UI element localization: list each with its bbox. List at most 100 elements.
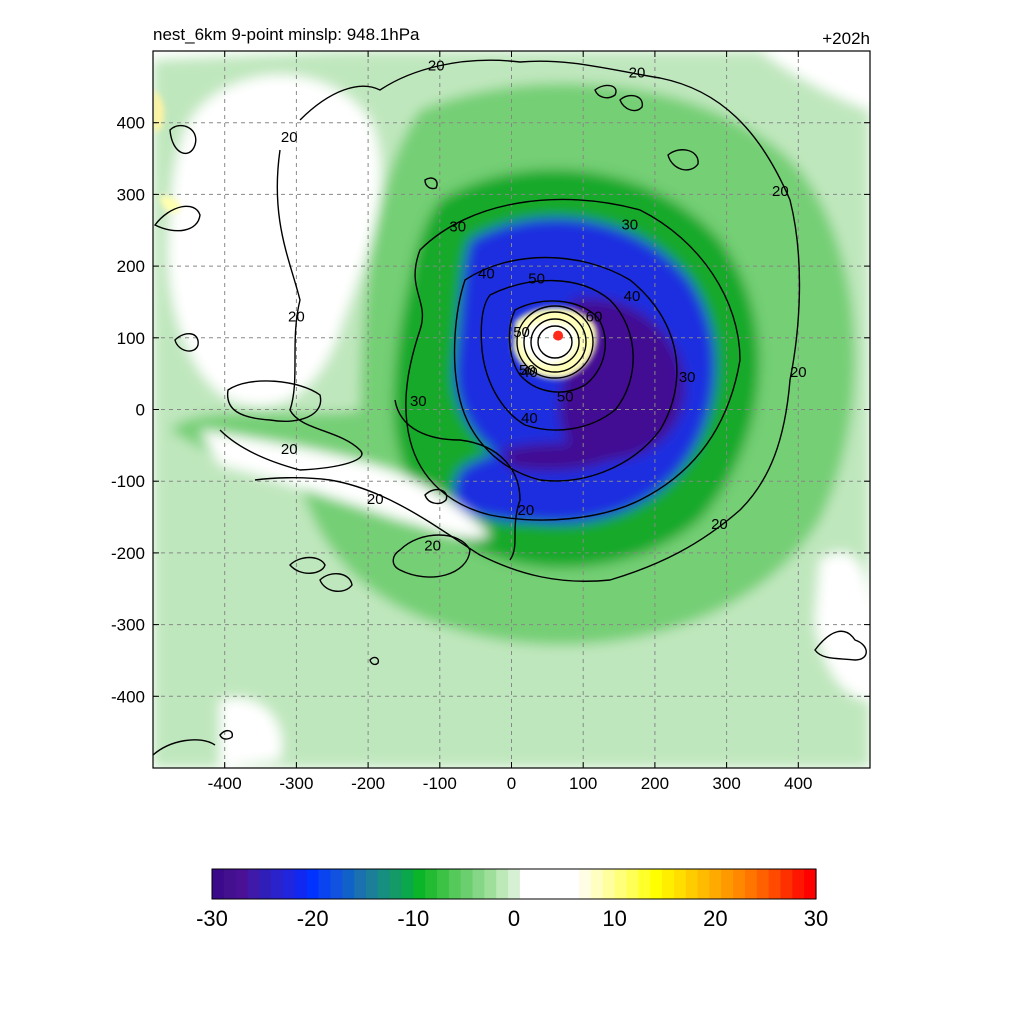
contour-label: 20 xyxy=(790,364,807,381)
contour-label: 30 xyxy=(410,393,427,410)
contour-label: 20 xyxy=(517,502,534,519)
contour-label: 50 xyxy=(519,362,536,379)
contour-40 xyxy=(453,256,678,482)
colorbar-swatch xyxy=(697,869,711,899)
x-tick-label: 200 xyxy=(641,774,669,793)
field-white-southeast xyxy=(815,552,870,700)
contour-island-4 xyxy=(667,149,699,171)
contour-eyewall-1 xyxy=(516,305,594,379)
y-tick-label: 300 xyxy=(117,185,145,204)
y-tick-label: -200 xyxy=(111,544,145,563)
colorbar-swatch xyxy=(223,869,237,899)
colorbar-swatch xyxy=(602,869,616,899)
contour-label: 20 xyxy=(629,65,646,82)
y-tick-label: -300 xyxy=(111,616,145,635)
contour-eyewall-3 xyxy=(530,318,580,366)
colorbar-tick-label: 30 xyxy=(804,906,828,931)
contour-label: 20 xyxy=(772,183,789,200)
plot-title: nest_6km 9-point minslp: 948.1hPa xyxy=(153,25,420,44)
x-tick-label: 0 xyxy=(507,774,516,793)
contour-label: 20 xyxy=(367,491,384,508)
field-white-northeast xyxy=(760,51,870,110)
colorbar-swatch xyxy=(389,869,403,899)
x-tick-label: -300 xyxy=(279,774,313,793)
contour-label: 20 xyxy=(428,57,445,74)
colorbar-swatch xyxy=(519,869,533,899)
colorbar-tick-label: -20 xyxy=(297,906,329,931)
contour-island-11 xyxy=(289,556,326,574)
colorbar-swatch xyxy=(744,869,758,899)
colorbar-swatch xyxy=(508,869,521,899)
contour-lines xyxy=(153,59,867,756)
y-tick-label: -400 xyxy=(111,687,145,706)
x-tick-label: -400 xyxy=(208,774,242,793)
colorbar-swatch xyxy=(212,869,225,899)
y-tick-label: 0 xyxy=(136,401,145,420)
contour-label: 30 xyxy=(621,217,638,234)
contour-eyewall-2 xyxy=(523,311,587,373)
colorbar-tick-label: 20 xyxy=(703,906,727,931)
colorbar-swatch xyxy=(484,869,497,899)
colorbar xyxy=(212,869,817,899)
contour-label: 40 xyxy=(521,410,538,427)
x-tick-label: -100 xyxy=(423,774,457,793)
colorbar-swatch xyxy=(437,869,450,899)
contour-label: 40 xyxy=(624,288,641,305)
contour-island-6 xyxy=(226,380,322,422)
colorbar-swatch xyxy=(709,869,722,899)
contour-30-spiral xyxy=(394,399,521,561)
field-white-northwest xyxy=(168,75,381,407)
colorbar-swatch xyxy=(294,869,308,899)
contour-label: 50 xyxy=(513,324,530,341)
contour-label: 20 xyxy=(281,441,298,458)
colorbar-swatch xyxy=(460,869,474,899)
colorbar-swatch xyxy=(330,869,343,899)
colorbar-tick-labels: -30 -20 -10 0 10 20 30 xyxy=(196,906,828,931)
contour-label: 40 xyxy=(521,364,538,381)
contour-30 xyxy=(405,198,741,521)
contour-20-outer xyxy=(254,59,801,582)
contour-eyewall-4 xyxy=(537,325,573,359)
contour-20-west xyxy=(219,149,363,471)
contour-50 xyxy=(480,279,634,431)
colorbar-swatch xyxy=(496,869,509,899)
x-axis-tick-labels: -400 -300 -200 -100 0 100 200 300 400 xyxy=(208,774,813,793)
colorbar-tick-label: -10 xyxy=(397,906,429,931)
colorbar-swatch xyxy=(567,869,580,899)
contour-island-16 xyxy=(369,656,380,666)
contour-label: 40 xyxy=(478,265,495,282)
contour-label: 30 xyxy=(679,369,696,386)
colorbar-swatch xyxy=(271,869,284,899)
colorbar-swatch xyxy=(377,869,391,899)
x-tick-label: 400 xyxy=(784,774,812,793)
colorbar-tick-label: 0 xyxy=(508,906,520,931)
contour-island-9 xyxy=(392,534,471,578)
contour-island-3 xyxy=(619,94,643,112)
contour-island-10 xyxy=(424,488,448,505)
contour-label: 20 xyxy=(288,308,305,325)
colorbar-swatch xyxy=(247,869,260,899)
contour-label: 50 xyxy=(557,389,574,406)
colorbar-swatch xyxy=(614,869,628,899)
axis-ticks xyxy=(153,51,870,768)
colorbar-tick-label: 10 xyxy=(602,906,626,931)
contour-label: 50 xyxy=(528,270,545,287)
colorbar-swatch xyxy=(413,869,426,899)
colorbar-swatch xyxy=(259,869,272,899)
colorbar-swatch xyxy=(804,869,817,899)
colorbar-swatch xyxy=(638,869,651,899)
colorbar-swatch xyxy=(543,869,557,899)
contour-label: 30 xyxy=(449,219,466,236)
y-tick-label: 400 xyxy=(117,114,145,133)
contour-island-8 xyxy=(153,205,201,232)
colorbar-swatch xyxy=(283,869,296,899)
contour-island-2 xyxy=(594,84,617,99)
contour-island-7 xyxy=(169,125,197,155)
field-white-south xyxy=(220,698,282,768)
x-tick-label: -200 xyxy=(351,774,385,793)
colorbar-swatch xyxy=(342,869,355,899)
colorbar-swatch xyxy=(401,869,414,899)
